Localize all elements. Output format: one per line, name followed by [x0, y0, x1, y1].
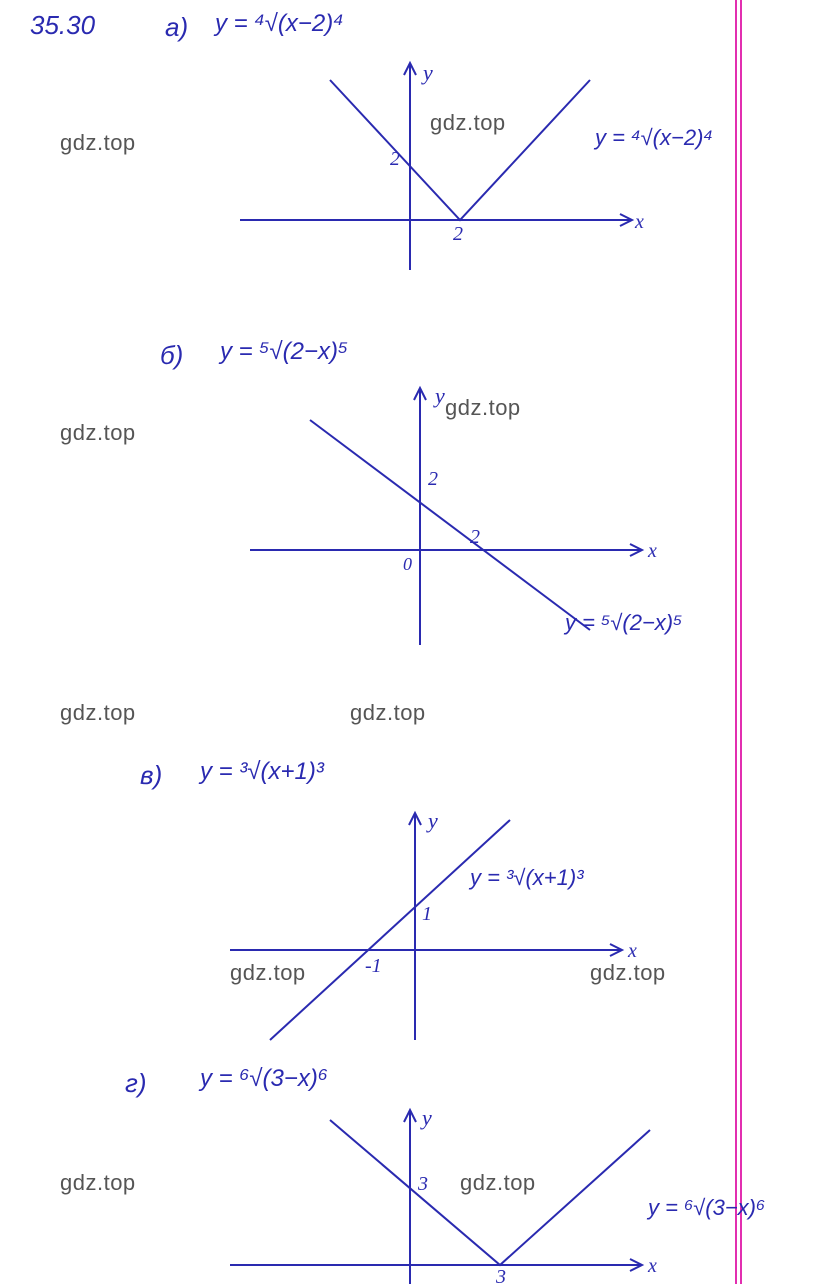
tick-y-a: 2 — [390, 148, 400, 170]
axis-x-label-a: x — [634, 211, 644, 233]
part-d-label: г) — [125, 1068, 146, 1099]
graph-c: y x 1 -1 — [200, 800, 660, 1050]
part-a-label: а) — [165, 12, 188, 43]
tick-y-b: 2 — [428, 468, 438, 490]
part-c-label: в) — [140, 760, 162, 791]
tick-x-a: 2 — [453, 223, 463, 245]
part-d-annotation: y = ⁶√(3−x)⁶ — [648, 1195, 765, 1221]
part-c-annotation: y = ³√(x+1)³ — [470, 865, 584, 891]
watermark: gdz.top — [590, 960, 666, 986]
watermark: gdz.top — [350, 700, 426, 726]
page-root: 35.30 а) y = ⁴√(x−2)⁴ y x 2 2 y = ⁴√(x−2… — [0, 0, 818, 1284]
tick-y-d: 3 — [417, 1173, 428, 1195]
origin-b: 0 — [403, 554, 412, 574]
watermark: gdz.top — [60, 1170, 136, 1196]
watermark: gdz.top — [430, 110, 506, 136]
part-c-equation: y = ³√(x+1)³ — [200, 758, 324, 786]
part-d-equation: y = ⁶√(3−x)⁶ — [200, 1065, 328, 1093]
margin-line-1 — [735, 0, 737, 1284]
tick-x-c: -1 — [365, 955, 382, 977]
part-a-equation: y = ⁴√(x−2)⁴ — [215, 10, 344, 38]
watermark: gdz.top — [60, 130, 136, 156]
axis-y-label-d: y — [420, 1105, 432, 1130]
axis-x-label-d: x — [647, 1255, 657, 1277]
watermark: gdz.top — [230, 960, 306, 986]
tick-y-c: 1 — [422, 903, 432, 925]
part-b-label: б) — [160, 340, 183, 371]
axis-y-label-b: y — [433, 383, 445, 408]
axis-x-label-c: x — [627, 940, 637, 962]
axis-x-label-b: x — [647, 540, 657, 562]
graph-d: y x 3 3 — [200, 1100, 680, 1284]
axis-y-label-c: y — [426, 808, 438, 833]
margin-line-2 — [740, 0, 742, 1284]
tick-x-d: 3 — [495, 1266, 506, 1284]
part-b-equation: y = ⁵√(2−x)⁵ — [220, 338, 348, 366]
watermark: gdz.top — [60, 700, 136, 726]
watermark: gdz.top — [445, 395, 521, 421]
part-b-annotation: y = ⁵√(2−x)⁵ — [565, 610, 682, 636]
problem-number: 35.30 — [30, 10, 95, 41]
watermark: gdz.top — [460, 1170, 536, 1196]
axis-y-label-a: y — [421, 60, 433, 85]
graph-a: y x 2 2 — [200, 50, 700, 280]
tick-x-b: 2 — [470, 526, 480, 548]
watermark: gdz.top — [60, 420, 136, 446]
part-a-annotation: y = ⁴√(x−2)⁴ — [595, 125, 713, 151]
